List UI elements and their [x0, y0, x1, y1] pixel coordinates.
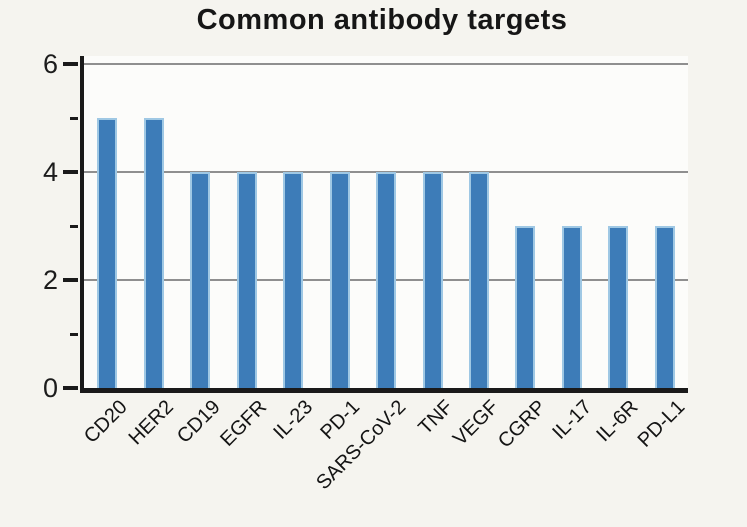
bar-pd-1 — [329, 172, 350, 388]
chart-title: Common antibody targets — [196, 4, 568, 36]
bar-cell — [409, 56, 455, 388]
bar-tnf — [422, 172, 443, 388]
bar-cell — [549, 56, 595, 388]
y-major-tick-2 — [63, 278, 78, 282]
plot-area — [80, 56, 688, 393]
x-tick-label-il-17: IL-17 — [548, 396, 597, 444]
x-tick-label-her2: HER2 — [124, 396, 179, 450]
y-minor-tick-3 — [70, 225, 78, 228]
bar-cell — [270, 56, 316, 388]
bar-egfr — [236, 172, 257, 388]
y-tick-label-0: 0 — [42, 373, 58, 403]
y-major-tick-6 — [63, 62, 78, 66]
x-tick-label-cd20: CD20 — [80, 396, 132, 448]
bar-il-6r — [608, 226, 629, 388]
x-tick-label-egfr: EGFR — [216, 396, 272, 451]
bar-cell — [223, 56, 269, 388]
bar-sars-cov-2 — [376, 172, 397, 388]
gridline-y6 — [84, 63, 688, 65]
y-major-tick-4 — [63, 170, 78, 174]
bar-cell — [595, 56, 641, 388]
bar-cell — [363, 56, 409, 388]
bar-cd19 — [190, 172, 211, 388]
bar-cell — [502, 56, 548, 388]
bar-il-23 — [283, 172, 304, 388]
bar-vegf — [468, 172, 489, 388]
bar-her2 — [143, 118, 164, 388]
bar-cgrp — [515, 226, 536, 388]
bar-pd-l1 — [654, 226, 675, 388]
bar-cell — [177, 56, 223, 388]
bars-layer — [84, 56, 688, 388]
bar-il-17 — [561, 226, 582, 388]
y-minor-tick-1 — [70, 333, 78, 336]
y-tick-label-2: 2 — [42, 265, 58, 295]
x-tick-label-vegf: VEGF — [449, 396, 504, 451]
bar-cell — [130, 56, 176, 388]
bar-cd20 — [97, 118, 118, 388]
y-minor-tick-5 — [70, 117, 78, 120]
x-tick-label-pd-l1: PD-L1 — [633, 396, 690, 452]
x-tick-label-il-23: IL-23 — [269, 396, 318, 444]
y-major-tick-0 — [63, 386, 78, 390]
x-tick-label-cd19: CD19 — [172, 396, 225, 448]
x-tick-label-cgrp: CGRP — [493, 396, 550, 453]
y-tick-label-6: 6 — [42, 49, 58, 79]
y-tick-label-4: 4 — [42, 157, 58, 187]
bar-cell — [642, 56, 688, 388]
bar-cell — [316, 56, 362, 388]
bar-cell — [84, 56, 130, 388]
bar-cell — [456, 56, 502, 388]
